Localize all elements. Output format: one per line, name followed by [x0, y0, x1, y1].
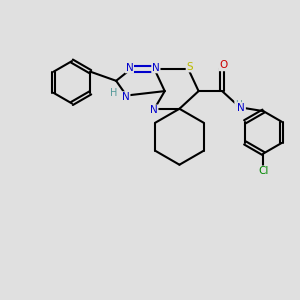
Text: H: H — [110, 88, 118, 98]
Text: N: N — [125, 63, 133, 73]
Text: H: H — [235, 100, 242, 109]
Text: N: N — [150, 105, 158, 115]
Text: N: N — [152, 63, 160, 73]
Text: S: S — [186, 62, 193, 72]
Text: O: O — [220, 61, 228, 70]
Text: N: N — [122, 92, 130, 102]
Text: Cl: Cl — [258, 166, 268, 176]
Text: N: N — [237, 103, 245, 113]
